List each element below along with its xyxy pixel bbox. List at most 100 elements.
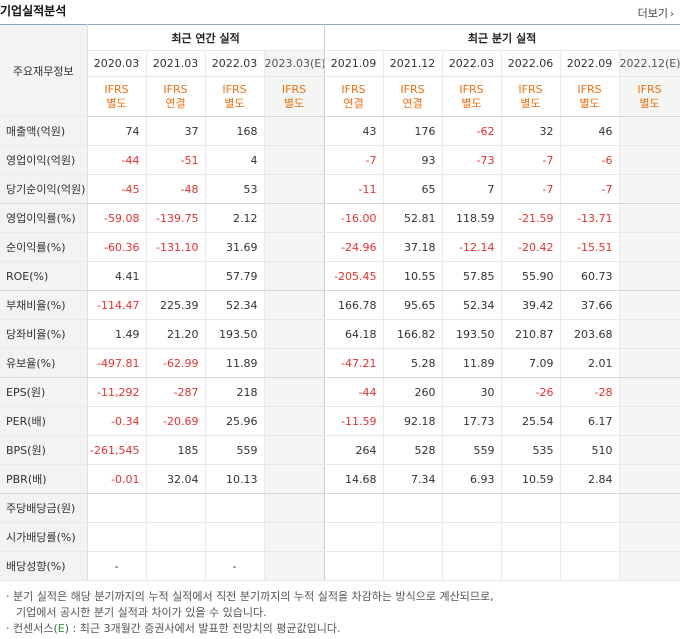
corner-label: 주요재무정보 [0, 24, 88, 117]
more-link[interactable]: 더보기 › [637, 7, 674, 20]
table-row: 배당성향(%) - - [0, 551, 680, 581]
quarter-value: 510 [560, 435, 620, 465]
annual-value [205, 522, 265, 552]
quarter-value: -28 [560, 377, 620, 407]
accounting-type: IFRS 연결 [383, 76, 443, 117]
type-scope: 별도 [461, 96, 482, 110]
quarter-value: 43 [324, 116, 384, 146]
quarter-value [619, 232, 680, 262]
annual-value: -51 [146, 145, 206, 175]
annual-value [264, 522, 325, 552]
quarter-value: 17.73 [442, 406, 502, 436]
table-row: BPS(원) -261,545 185 559 264 528 559 535 510 [0, 435, 680, 465]
quarter-value: 6.93 [442, 464, 502, 494]
quarter-value [383, 551, 443, 581]
annual-group-title: 최근 연간 실적 [87, 24, 325, 51]
annual-value: 193.50 [205, 319, 265, 349]
type-scope: 별도 [106, 96, 127, 110]
annual-value [146, 493, 206, 523]
annual-value: -59.08 [87, 203, 147, 233]
quarter-value: 46 [560, 116, 620, 146]
quarter-value: -47.21 [324, 348, 384, 378]
quarter-value: 93 [383, 145, 443, 175]
quarter-value [324, 493, 384, 523]
section-title: 기업실적분석 [0, 4, 67, 18]
quarter-value: -73 [442, 145, 502, 175]
note-line-3: · 컨센서스(E) : 최근 3개월간 증권사에서 발표한 전망치의 평균값입니… [6, 622, 341, 635]
type-standard: IFRS [459, 82, 484, 96]
quarter-value: 7 [442, 174, 502, 204]
row-label: 배당성향(%) [0, 551, 88, 581]
annual-value: 53 [205, 174, 265, 204]
quarter-value: -6 [560, 145, 620, 175]
quarter-value: 30 [442, 377, 502, 407]
quarter-value: -11.59 [324, 406, 384, 436]
quarter-value [383, 522, 443, 552]
table-row: 당기순이익(억원) -45 -48 53 -11 65 7 -7 -7 [0, 174, 680, 204]
quarter-value: 118.59 [442, 203, 502, 233]
quarter-value: 528 [383, 435, 443, 465]
annual-value: 2.12 [205, 203, 265, 233]
annual-value [264, 464, 325, 494]
quarter-group-title: 최근 분기 실적 [324, 24, 680, 51]
annual-value: 1.49 [87, 319, 147, 349]
table-row: 주당배당금(원) [0, 493, 680, 523]
quarter-value [619, 493, 680, 523]
annual-value: -0.01 [87, 464, 147, 494]
quarter-value [619, 203, 680, 233]
row-label: 당좌비율(%) [0, 319, 88, 349]
annual-value: 11.89 [205, 348, 265, 378]
quarter-value: 32 [501, 116, 561, 146]
type-standard: IFRS [637, 82, 662, 96]
annual-period: 2021.03 [146, 50, 206, 77]
quarter-period: 2022.03 [442, 50, 502, 77]
table-row: 순이익률(%) -60.36 -131.10 31.69 -24.96 37.18 -12.… [0, 232, 680, 262]
quarter-value [619, 522, 680, 552]
annual-value: 168 [205, 116, 265, 146]
accounting-type: IFRS 별도 [619, 76, 680, 117]
quarter-value: -21.59 [501, 203, 561, 233]
row-label: 영업이익률(%) [0, 203, 88, 233]
accounting-type: IFRS 별도 [264, 76, 325, 117]
annual-value: 25.96 [205, 406, 265, 436]
row-label: PER(배) [0, 406, 88, 436]
quarter-value [619, 145, 680, 175]
row-label: ROE(%) [0, 261, 88, 291]
quarter-value: 10.59 [501, 464, 561, 494]
quarter-value: 14.68 [324, 464, 384, 494]
quarter-value [442, 522, 502, 552]
quarter-value: 7.09 [501, 348, 561, 378]
annual-value: 4 [205, 145, 265, 175]
quarter-value: -7 [501, 174, 561, 204]
quarter-value [619, 406, 680, 436]
quarter-value: 2.01 [560, 348, 620, 378]
annual-value: 185 [146, 435, 206, 465]
row-label: 영업이익(억원) [0, 145, 88, 175]
annual-value [264, 348, 325, 378]
type-standard: IFRS [518, 82, 543, 96]
quarter-value [442, 551, 502, 581]
quarter-value: 10.55 [383, 261, 443, 291]
footnotes: · 분기 실적은 해당 분기까지의 누적 실적에서 직전 분기까지의 누적 실적… [6, 589, 494, 637]
quarter-value: 52.81 [383, 203, 443, 233]
header-row-type: IFRS 별도 IFRS 연결 IFRS 별도 IFRS 별도 IFRS 연결 IFRS 연결 IFRS… [0, 76, 680, 117]
annual-value: 32.04 [146, 464, 206, 494]
quarter-value: 11.89 [442, 348, 502, 378]
quarter-value [619, 551, 680, 581]
quarter-value [619, 290, 680, 320]
quarter-value: -44 [324, 377, 384, 407]
quarter-value: 535 [501, 435, 561, 465]
type-scope: 연결 [165, 96, 186, 110]
accounting-type: IFRS 별도 [560, 76, 620, 117]
annual-value [87, 493, 147, 523]
type-standard: IFRS [222, 82, 247, 96]
type-standard: IFRS [577, 82, 602, 96]
quarter-period: 2022.12(E) [619, 50, 680, 77]
annual-value [264, 290, 325, 320]
quarter-value: -62 [442, 116, 502, 146]
quarter-value [619, 435, 680, 465]
consensus-mark: E [57, 622, 65, 635]
quarter-value [324, 551, 384, 581]
quarter-value: -16.00 [324, 203, 384, 233]
quarter-value: 37.66 [560, 290, 620, 320]
